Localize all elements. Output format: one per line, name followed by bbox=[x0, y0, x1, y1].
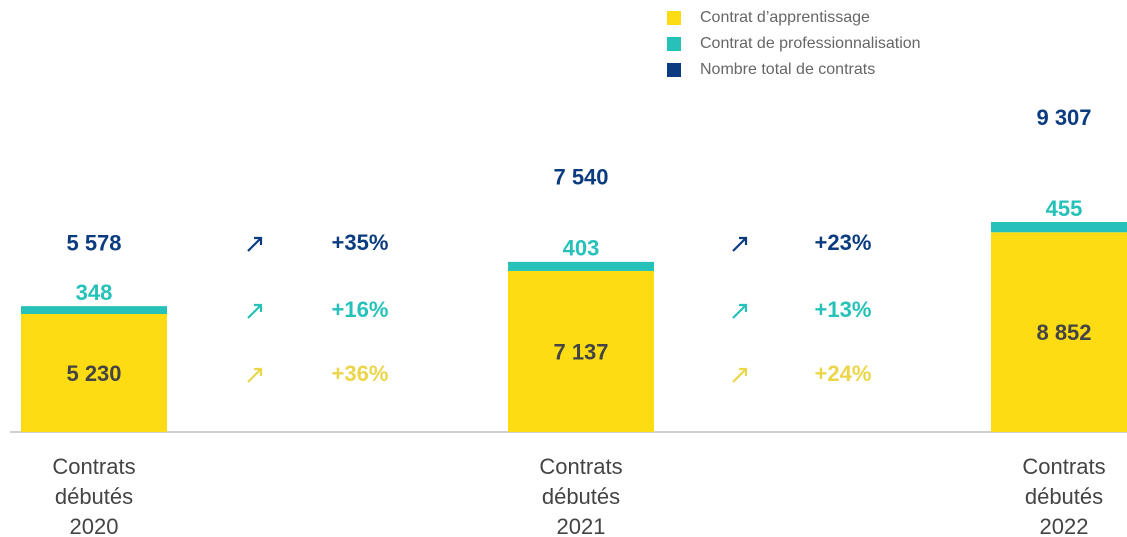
bar-segment bbox=[508, 261, 654, 271]
bar-segment bbox=[991, 222, 1127, 233]
growth-label: +35% bbox=[332, 230, 389, 255]
growth-arrow bbox=[247, 367, 263, 383]
value-label: 7 137 bbox=[553, 339, 608, 364]
growth-label: +13% bbox=[815, 297, 872, 322]
value-label: 348 bbox=[76, 280, 113, 305]
growth-label: +24% bbox=[815, 361, 872, 386]
x-tick-label: Contrats débutés 2021 bbox=[539, 454, 623, 537]
bar-segment bbox=[21, 306, 167, 314]
x-tick-label: Contrats débutés 2020 bbox=[52, 454, 136, 537]
growth-arrow bbox=[732, 303, 748, 319]
legend-label: Contrat d’apprentissage bbox=[700, 9, 870, 26]
legend-swatch bbox=[667, 63, 681, 77]
x-tick-label: Contrats débutés 2022 bbox=[1022, 454, 1106, 537]
total-label: 7 540 bbox=[553, 164, 608, 189]
growth-arrow bbox=[247, 303, 263, 319]
total-label: 5 578 bbox=[66, 230, 121, 255]
value-label: 8 852 bbox=[1036, 320, 1091, 345]
bar-segment bbox=[508, 270, 654, 432]
growth-label: +16% bbox=[332, 297, 389, 322]
legend-swatch bbox=[667, 11, 681, 25]
legend-swatch bbox=[667, 37, 681, 51]
legend-label: Nombre total de contrats bbox=[700, 61, 875, 78]
total-label: 9 307 bbox=[1036, 105, 1091, 130]
growth-label: +23% bbox=[815, 230, 872, 255]
growth-arrow bbox=[247, 236, 263, 252]
bar-segment bbox=[991, 232, 1127, 432]
growth-label: +36% bbox=[332, 361, 389, 386]
growth-arrow bbox=[732, 367, 748, 383]
value-label: 455 bbox=[1046, 196, 1083, 221]
growth-arrow bbox=[732, 236, 748, 252]
bar-segment bbox=[21, 313, 167, 432]
value-label: 5 230 bbox=[66, 361, 121, 386]
legend-label: Contrat de professionnalisation bbox=[700, 35, 921, 52]
value-label: 403 bbox=[563, 236, 600, 261]
